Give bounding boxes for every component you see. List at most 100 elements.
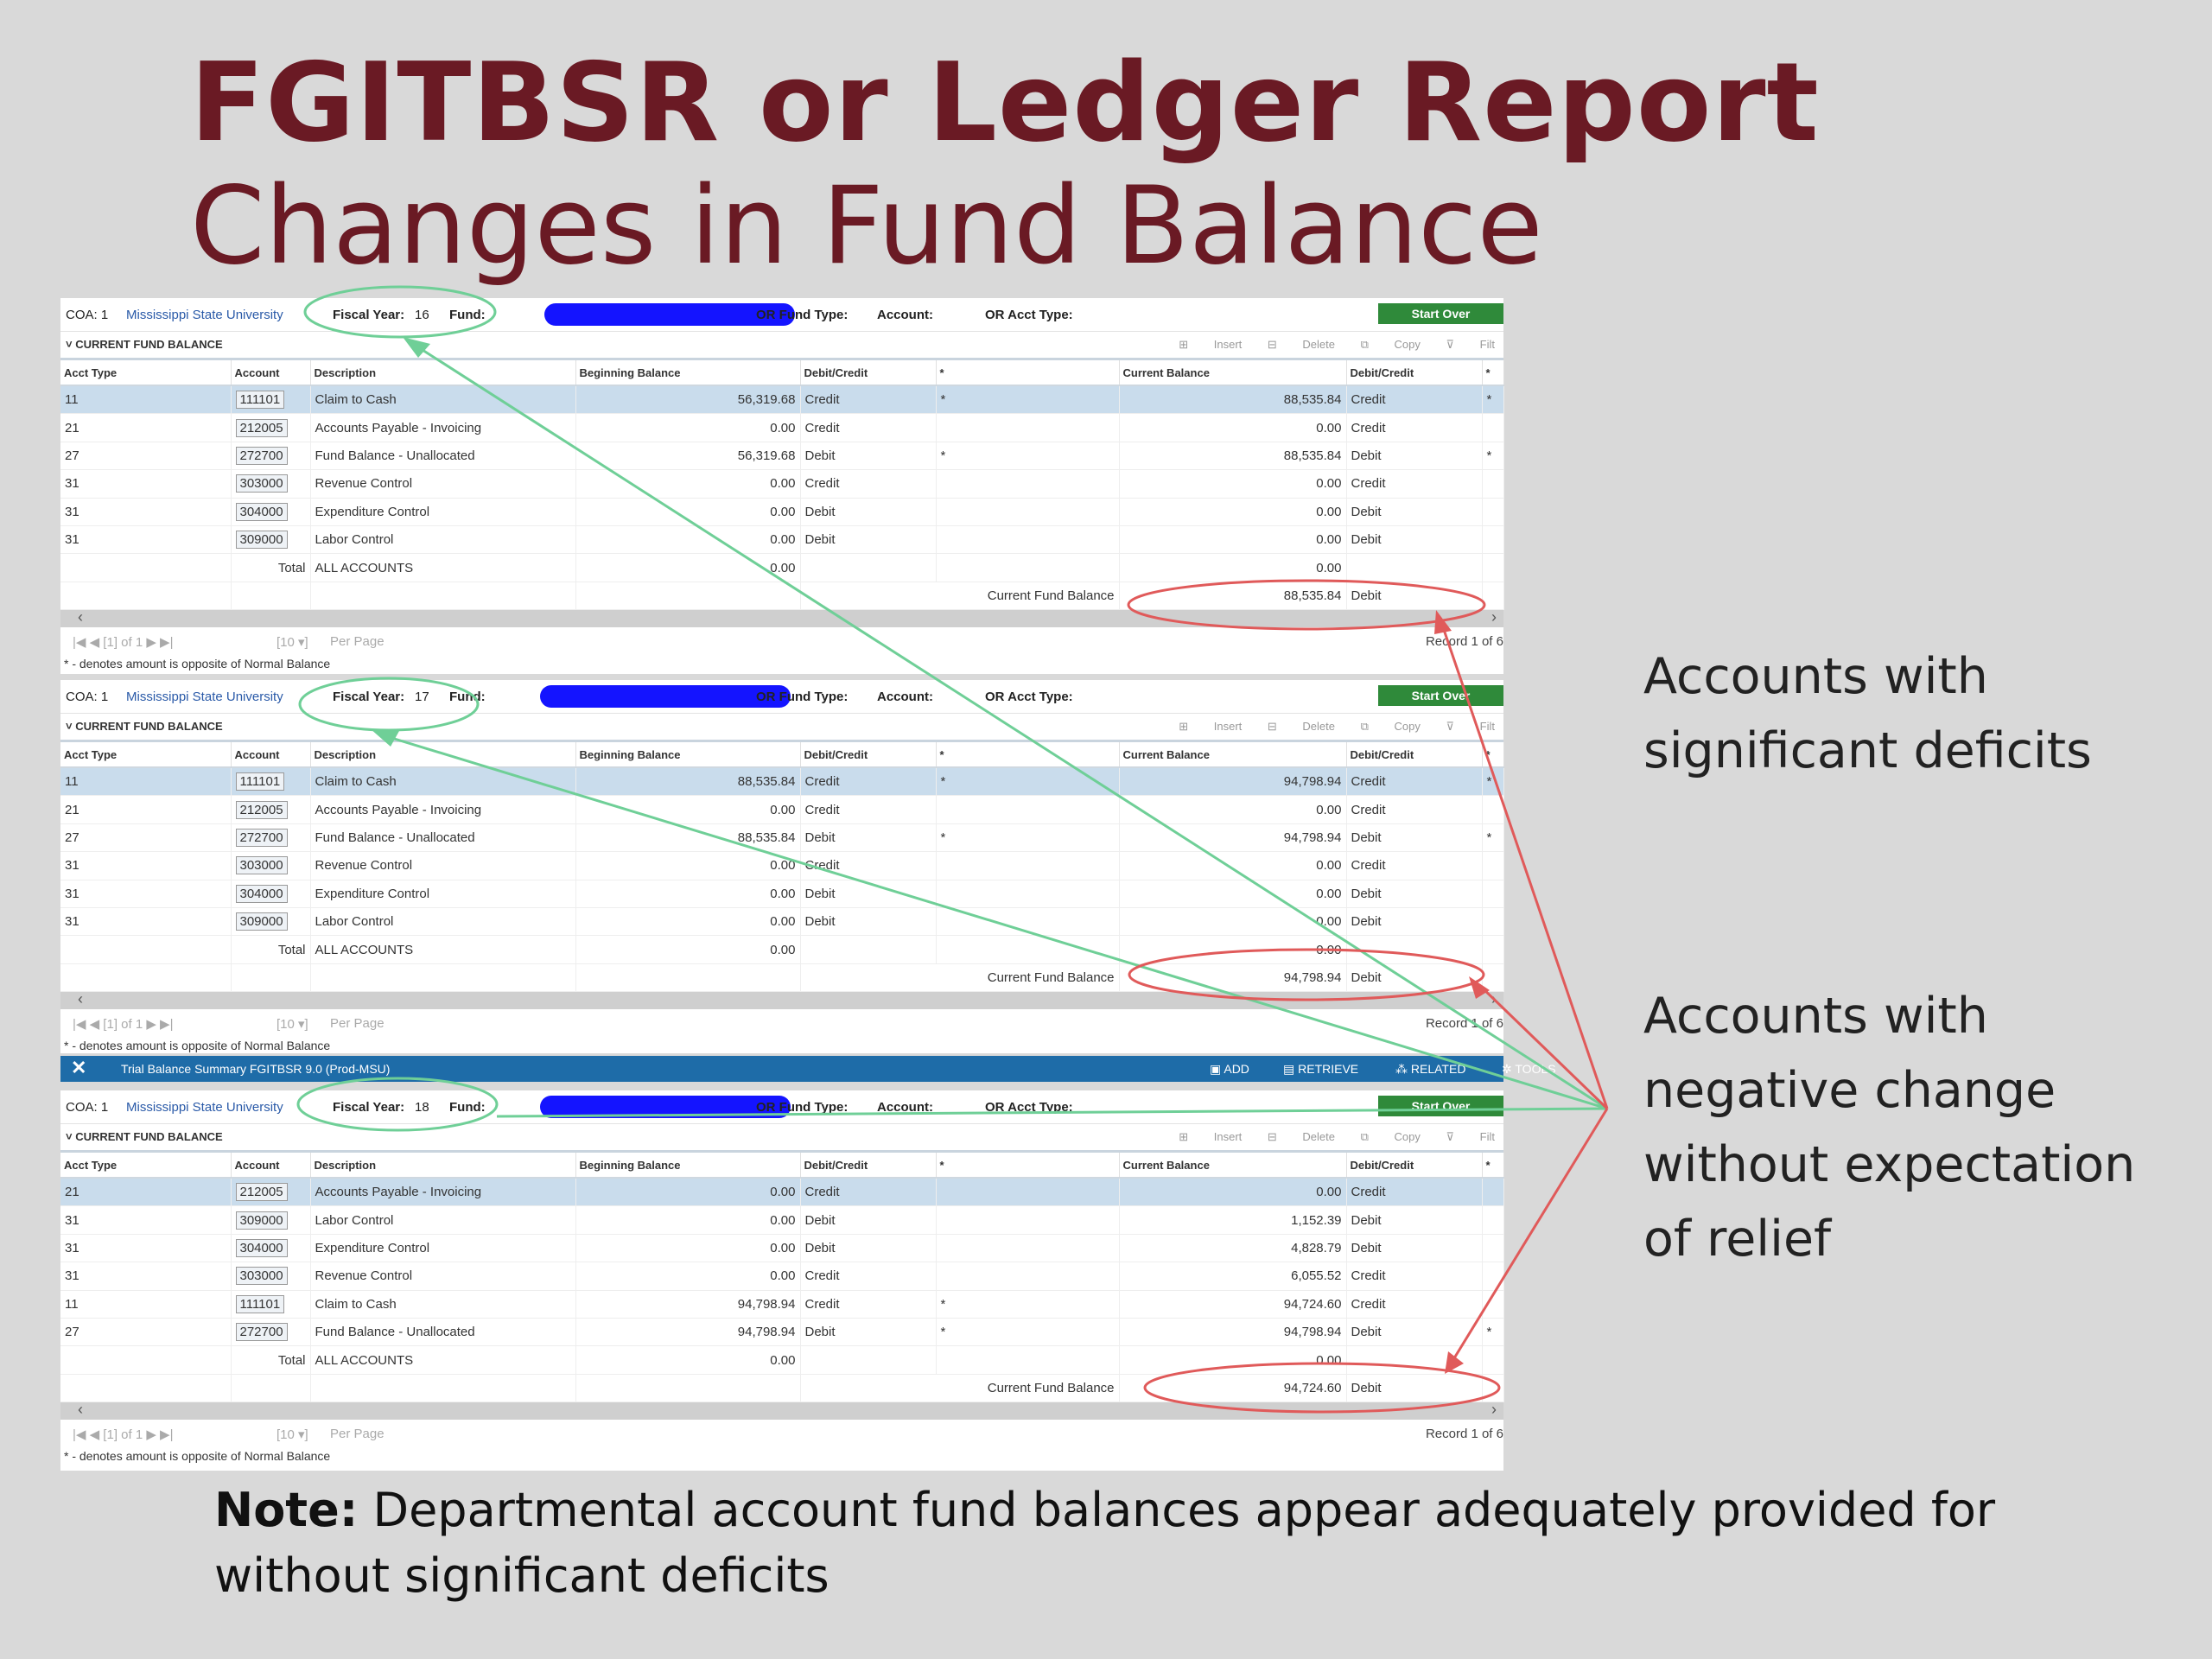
current-fund-balance-label: Current Fund Balance — [800, 963, 1120, 993]
filter-button[interactable]: ⊽ Filt — [1446, 1130, 1495, 1143]
col-account[interactable]: Account — [231, 360, 311, 386]
debit-credit-cell: Credit — [1346, 1290, 1483, 1319]
star-cell: * — [1482, 767, 1504, 797]
related-button[interactable]: ⁂ RELATED — [1395, 1062, 1466, 1076]
col-current-balance[interactable]: Current Balance — [1119, 1153, 1347, 1179]
start-over-button[interactable]: Start Over — [1378, 303, 1503, 324]
col-acct-type[interactable]: Acct Type — [60, 742, 232, 768]
col-description[interactable]: Description — [310, 360, 576, 386]
horizontal-scrollbar[interactable]: ‹ › — [60, 990, 1503, 1010]
col-acct-type[interactable]: Acct Type — [60, 1153, 232, 1179]
debit-credit-cell: Credit — [1346, 469, 1483, 499]
org-link[interactable]: Mississippi State University — [126, 307, 283, 322]
page-size-select[interactable]: [10 ▾] — [276, 1427, 308, 1443]
col-star[interactable]: * — [936, 1153, 1120, 1179]
col-account[interactable]: Account — [231, 1153, 311, 1179]
horizontal-scrollbar[interactable]: ‹ › — [60, 608, 1503, 628]
col-account[interactable]: Account — [231, 742, 311, 768]
col-star-2[interactable]: * — [1482, 742, 1504, 768]
col-star-2[interactable]: * — [1482, 1153, 1504, 1179]
insert-button[interactable]: ⊞ Insert — [1179, 338, 1243, 351]
insert-button[interactable]: ⊞ Insert — [1179, 720, 1243, 733]
section-header: ˅ CURRENT FUND BALANCE ⊞ Insert ⊟ Delete… — [60, 1123, 1503, 1153]
fiscal-year-value[interactable]: 18 — [415, 1099, 429, 1115]
add-button[interactable]: ▣ ADD — [1210, 1062, 1249, 1076]
col-beginning-balance[interactable]: Beginning Balance — [575, 742, 801, 768]
table-row[interactable]: 21 212005 Accounts Payable - Invoicing 0… — [60, 1178, 1504, 1207]
col-debit-credit[interactable]: Debit/Credit — [800, 1153, 937, 1179]
insert-button[interactable]: ⊞ Insert — [1179, 1130, 1243, 1143]
copy-button[interactable]: ⧉ Copy — [1360, 338, 1421, 351]
table-row[interactable]: 31 309000 Labor Control 0.00 Debit 0.00 … — [60, 525, 1504, 555]
account-cell[interactable]: 212005 — [231, 1178, 311, 1207]
table-row[interactable]: 21 212005 Accounts Payable - Invoicing 0… — [60, 413, 1504, 442]
copy-button[interactable]: ⧉ Copy — [1360, 1130, 1421, 1143]
star-cell — [1482, 469, 1504, 499]
start-over-button[interactable]: Start Over — [1378, 1096, 1503, 1116]
account-cell[interactable]: 111101 — [231, 385, 311, 415]
horizontal-scrollbar[interactable]: ‹ › — [60, 1401, 1503, 1421]
col-description[interactable]: Description — [310, 1153, 576, 1179]
filter-button[interactable]: ⊽ Filt — [1446, 720, 1495, 733]
delete-button[interactable]: ⊟ Delete — [1267, 720, 1335, 733]
description-cell: Accounts Payable - Invoicing — [310, 1178, 576, 1207]
table-row[interactable]: 27 272700 Fund Balance - Unallocated 94,… — [60, 1318, 1504, 1347]
table-row[interactable]: 31 303000 Revenue Control 0.00 Credit 0.… — [60, 851, 1504, 880]
pager-nav-icons[interactable]: |◀ ◀ [1] of 1 ▶ ▶| — [73, 1017, 174, 1033]
delete-button[interactable]: ⊟ Delete — [1267, 1130, 1335, 1143]
col-star[interactable]: * — [936, 742, 1120, 768]
table-row[interactable]: 31 309000 Labor Control 0.00 Debit 1,152… — [60, 1205, 1504, 1235]
table-row[interactable]: 11 111101 Claim to Cash 94,798.94 Credit… — [60, 1290, 1504, 1319]
collapse-icon[interactable]: ˅ — [66, 338, 76, 351]
table-row[interactable]: 11 111101 Claim to Cash 88,535.84 Credit… — [60, 767, 1504, 797]
collapse-icon[interactable]: ˅ — [66, 1130, 76, 1143]
col-beginning-balance[interactable]: Beginning Balance — [575, 1153, 801, 1179]
current-balance-cell: 0.00 — [1119, 1178, 1347, 1207]
col-debit-credit-2[interactable]: Debit/Credit — [1346, 360, 1483, 386]
delete-button[interactable]: ⊟ Delete — [1267, 338, 1335, 351]
col-debit-credit[interactable]: Debit/Credit — [800, 360, 937, 386]
account-cell[interactable]: 111101 — [231, 767, 311, 797]
col-acct-type[interactable]: Acct Type — [60, 360, 232, 386]
org-link[interactable]: Mississippi State University — [126, 1099, 283, 1115]
table-row[interactable]: 31 303000 Revenue Control 0.00 Credit 0.… — [60, 469, 1504, 499]
normal-balance-note: * - denotes amount is opposite of Normal… — [64, 657, 331, 671]
table-row[interactable]: 31 304000 Expenditure Control 0.00 Debit… — [60, 880, 1504, 908]
col-current-balance[interactable]: Current Balance — [1119, 742, 1347, 768]
pager-nav-icons[interactable]: |◀ ◀ [1] of 1 ▶ ▶| — [73, 635, 174, 651]
table-row[interactable]: 31 304000 Expenditure Control 0.00 Debit… — [60, 498, 1504, 526]
table-row[interactable]: 31 304000 Expenditure Control 0.00 Debit… — [60, 1234, 1504, 1263]
fiscal-year-value[interactable]: 17 — [415, 689, 429, 704]
star-cell — [1482, 525, 1504, 555]
table-row[interactable]: 27 272700 Fund Balance - Unallocated 56,… — [60, 442, 1504, 471]
col-debit-credit-2[interactable]: Debit/Credit — [1346, 1153, 1483, 1179]
page-size-select[interactable]: [10 ▾] — [276, 635, 308, 651]
filter-button[interactable]: ⊽ Filt — [1446, 338, 1495, 351]
star-cell — [1482, 851, 1504, 880]
table-row[interactable]: 27 272700 Fund Balance - Unallocated 88,… — [60, 823, 1504, 853]
pager: |◀ ◀ [1] of 1 ▶ ▶| [10 ▾] Per Page Recor… — [60, 1420, 1503, 1449]
collapse-icon[interactable]: ˅ — [66, 720, 76, 733]
start-over-button[interactable]: Start Over — [1378, 685, 1503, 706]
col-debit-credit-2[interactable]: Debit/Credit — [1346, 742, 1483, 768]
col-star-2[interactable]: * — [1482, 360, 1504, 386]
col-star[interactable]: * — [936, 360, 1120, 386]
tools-button[interactable]: ✲ TOOLS — [1502, 1062, 1556, 1076]
pager-nav-icons[interactable]: |◀ ◀ [1] of 1 ▶ ▶| — [73, 1427, 174, 1443]
close-icon[interactable]: ✕ — [71, 1057, 87, 1078]
table-row[interactable]: 31 303000 Revenue Control 0.00 Credit 6,… — [60, 1262, 1504, 1291]
col-beginning-balance[interactable]: Beginning Balance — [575, 360, 801, 386]
page-size-select[interactable]: [10 ▾] — [276, 1017, 308, 1033]
col-debit-credit[interactable]: Debit/Credit — [800, 742, 937, 768]
table-row[interactable]: 11 111101 Claim to Cash 56,319.68 Credit… — [60, 385, 1504, 415]
fiscal-year-value[interactable]: 16 — [415, 307, 429, 322]
col-current-balance[interactable]: Current Balance — [1119, 360, 1347, 386]
total-beginning: 0.00 — [575, 935, 801, 964]
table-row[interactable]: 31 309000 Labor Control 0.00 Debit 0.00 … — [60, 907, 1504, 937]
col-description[interactable]: Description — [310, 742, 576, 768]
copy-button[interactable]: ⧉ Copy — [1360, 720, 1421, 733]
org-link[interactable]: Mississippi State University — [126, 689, 283, 704]
table-row[interactable]: 21 212005 Accounts Payable - Invoicing 0… — [60, 795, 1504, 824]
beginning-balance-cell: 0.00 — [575, 1178, 801, 1207]
retrieve-button[interactable]: ▤ RETRIEVE — [1283, 1062, 1359, 1076]
